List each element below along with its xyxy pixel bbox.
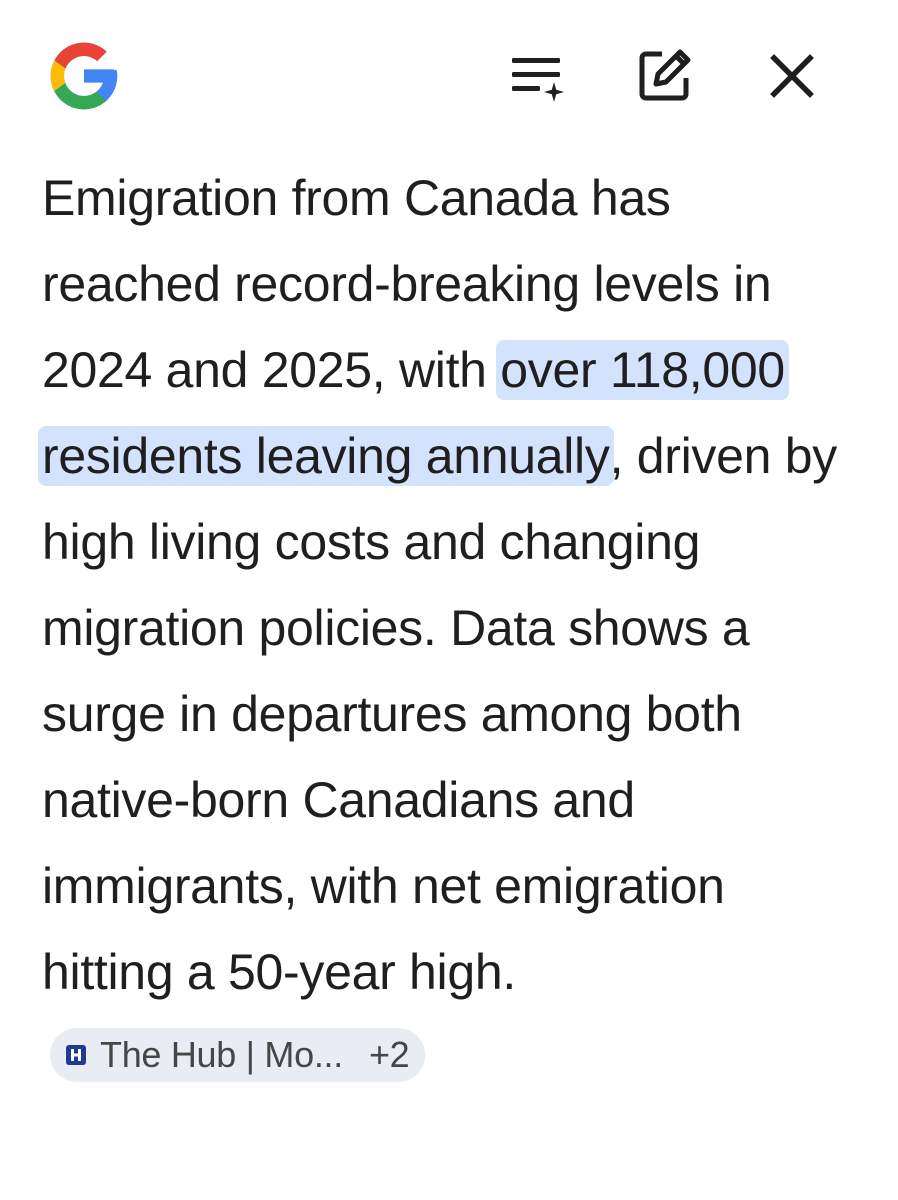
source-chip-label: The Hub | Mo... bbox=[100, 1034, 343, 1075]
google-g-logo bbox=[50, 42, 118, 110]
edit-icon bbox=[639, 49, 691, 101]
edit-button[interactable] bbox=[626, 38, 702, 114]
source-chip[interactable]: The Hub | Mo... +2 bbox=[50, 1028, 426, 1082]
ai-overview-answer: Emigration from Canada has reached recor… bbox=[38, 155, 862, 1101]
answer-text-part2: , driven by high living costs and changi… bbox=[42, 428, 837, 1000]
list-sparkle-button[interactable] bbox=[498, 38, 574, 114]
list-sparkle-icon bbox=[512, 58, 564, 102]
close-icon bbox=[770, 54, 814, 98]
answer-text-part1: Emigration from Canada has reached recor… bbox=[42, 170, 772, 398]
source-favicon-icon bbox=[66, 1045, 86, 1065]
close-button[interactable] bbox=[754, 38, 830, 114]
source-chip-count: +2 bbox=[368, 1034, 410, 1075]
ai-overview-header bbox=[0, 0, 898, 150]
